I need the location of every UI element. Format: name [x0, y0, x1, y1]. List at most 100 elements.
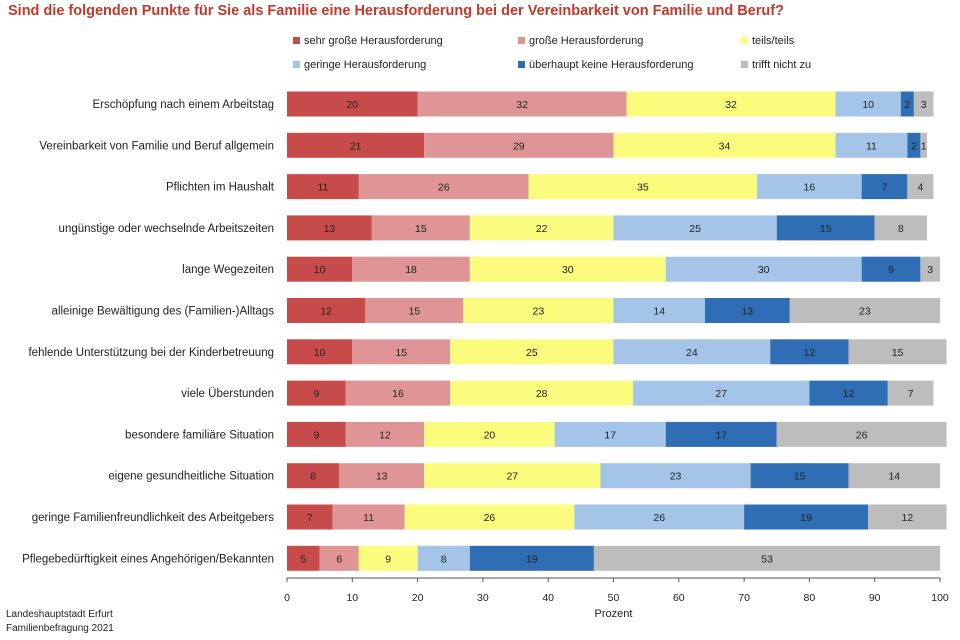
value-label: 30 [562, 264, 574, 276]
bar-segment [874, 215, 927, 241]
legend-swatch [741, 37, 748, 44]
bar-segment [848, 339, 947, 365]
bar-segment [574, 504, 745, 530]
value-label: 27 [715, 388, 727, 400]
category-label: Pflichten im Haushalt [166, 182, 275, 194]
value-label: 21 [350, 140, 362, 152]
bar-segment [469, 545, 594, 571]
value-label: 6 [336, 553, 342, 565]
x-tick-label: 10 [346, 592, 358, 604]
x-tick-label: 80 [804, 592, 816, 604]
value-label: 15 [820, 223, 832, 235]
chart-title: Sind die folgenden Punkte für Sie als Fa… [8, 3, 784, 19]
value-label: 15 [395, 347, 407, 359]
value-label: 22 [536, 223, 548, 235]
bar-segment [665, 421, 777, 447]
bar-segment [750, 463, 849, 489]
bar-segment [287, 132, 425, 158]
bar-segment [404, 504, 575, 530]
value-label: 17 [715, 429, 727, 441]
bar-segment [450, 380, 634, 406]
bar-segment [704, 298, 790, 323]
value-label: 25 [689, 223, 701, 235]
x-tick-label: 70 [738, 592, 750, 604]
bar-segment [358, 545, 418, 571]
category-label: eigene gesundheitliche Situation [108, 471, 274, 483]
bar-segment [287, 215, 372, 241]
x-tick-label: 90 [869, 592, 881, 604]
category-label: geringe Familienfreundlichkeit des Arbei… [32, 512, 275, 524]
bar-segment [613, 215, 777, 241]
value-label: 10 [314, 264, 326, 276]
value-label: 12 [843, 388, 855, 400]
value-label: 23 [859, 306, 871, 318]
bar-segment [887, 380, 934, 406]
source-footer: Landeshauptstadt Erfurt Familienbefragun… [6, 608, 114, 636]
value-label: 26 [653, 512, 665, 524]
value-label: 19 [800, 512, 812, 524]
legend-swatch [293, 61, 300, 68]
bar-segment [424, 132, 614, 158]
value-label: 10 [862, 99, 874, 111]
value-label: 32 [725, 99, 737, 111]
source-line-2: Familienbefragung 2021 [6, 623, 114, 634]
value-label: 9 [313, 429, 319, 441]
source-line-1: Landeshauptstadt Erfurt [6, 609, 113, 620]
bars: Erschöpfung nach einem Arbeitstag 20 32 32 1… [22, 91, 947, 571]
value-label: 2 [911, 140, 917, 152]
bar-segment [358, 174, 529, 200]
bar-segment [469, 215, 614, 241]
bar-segment [593, 545, 940, 571]
bar-segment [424, 463, 601, 489]
bar-segment [345, 380, 451, 406]
value-label: 8 [898, 223, 904, 235]
bar-segment [835, 132, 908, 158]
value-label: 5 [300, 553, 306, 565]
bar-segment [417, 91, 627, 117]
legend-label: teils/teils [752, 35, 795, 47]
bar-segment [469, 256, 666, 282]
bar-segment [665, 256, 862, 282]
x-tick-label: 0 [284, 592, 290, 604]
value-label: 24 [686, 347, 698, 359]
bar-segment [417, 545, 470, 571]
bar-segment [554, 421, 666, 447]
value-label: 25 [526, 347, 538, 359]
bar-segment [900, 91, 914, 117]
bar-segment [776, 215, 875, 241]
value-label: 28 [536, 388, 548, 400]
bar-segment [776, 421, 947, 447]
legend-label: überhaupt keine Herausforderung [529, 59, 694, 71]
bar-segment [287, 256, 353, 282]
value-label: 9 [385, 553, 391, 565]
bar-segment [835, 91, 901, 117]
x-axis: 0 10 20 30 40 50 60 70 80 90 100 [284, 577, 949, 604]
value-label: 17 [604, 429, 616, 441]
value-label: 18 [405, 264, 417, 276]
bar-segment [907, 174, 934, 200]
bar-segment [287, 380, 346, 406]
value-label: 7 [307, 512, 313, 524]
value-label: 20 [346, 99, 358, 111]
x-tick-label: 100 [931, 592, 949, 604]
value-label: 26 [484, 512, 496, 524]
value-label: 7 [908, 388, 914, 400]
category-label: Pflegebedürftigkeit eines Angehörigen/Be… [22, 553, 274, 565]
bar-segment [861, 174, 908, 200]
bar-segment [287, 421, 346, 447]
value-label: 16 [804, 182, 816, 194]
value-label: 15 [415, 223, 427, 235]
value-label: 12 [902, 512, 914, 524]
value-label: 2 [904, 99, 910, 111]
category-label: Erschöpfung nach einem Arbeitstag [92, 99, 274, 111]
value-label: 15 [408, 306, 420, 318]
bar-segment [920, 256, 940, 282]
x-tick-label: 60 [673, 592, 685, 604]
value-label: 30 [758, 264, 770, 276]
bar-segment [287, 91, 418, 117]
value-label: 20 [484, 429, 496, 441]
value-label: 13 [376, 471, 388, 483]
value-label: 4 [917, 182, 923, 194]
value-label: 15 [794, 471, 806, 483]
